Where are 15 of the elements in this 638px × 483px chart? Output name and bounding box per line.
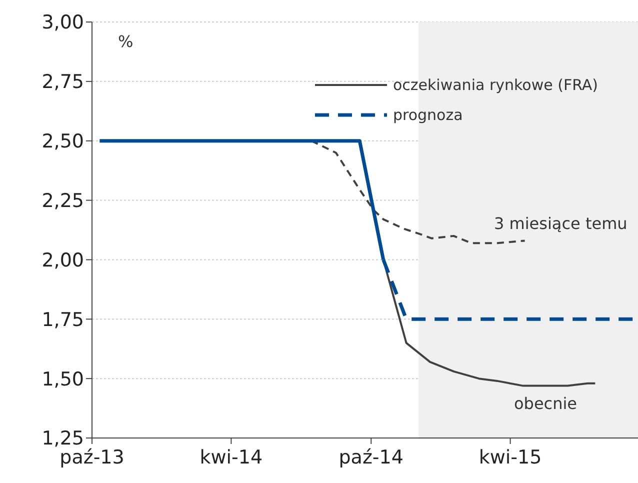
y-tick-label: 2,75	[42, 71, 84, 94]
y-tick-label: 2,00	[42, 249, 84, 272]
x-tick-label: kwi-14	[200, 446, 263, 468]
annotation: %	[118, 32, 134, 51]
annotation: 3 miesiące temu	[494, 214, 628, 233]
y-tick-label: 1,75	[42, 308, 84, 331]
y-tick-label: 1,50	[42, 368, 84, 390]
legend-label: oczekiwania rynkowe (FRA)	[392, 76, 598, 94]
annotation: obecnie	[514, 394, 578, 413]
x-tick-label: paź-14	[338, 446, 404, 468]
legend-label: prognoza	[392, 106, 463, 124]
y-tick-label: 2,25	[42, 190, 84, 212]
x-tick-label: kwi-15	[478, 446, 542, 468]
y-tick-label: 2,50	[42, 130, 84, 153]
y-tick-label: 3,00	[42, 12, 84, 34]
